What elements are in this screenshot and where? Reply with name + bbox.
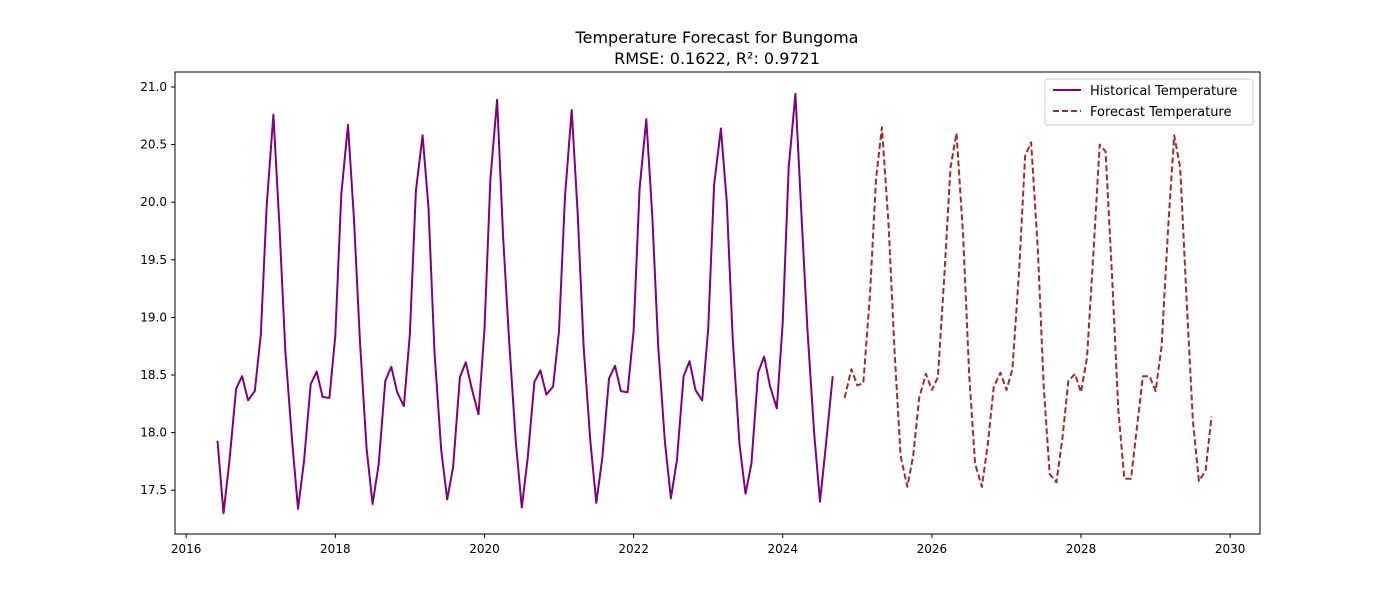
x-tick-label: 2024 [767,542,798,556]
x-tick-label: 2016 [171,542,202,556]
legend-label-historical: Historical Temperature [1090,84,1237,99]
x-tick-label: 2018 [320,542,351,556]
y-tick-label: 17.5 [140,483,167,497]
y-tick-label: 18.0 [140,426,167,440]
series-line-forecast [843,126,1213,488]
y-tick-label: 20.5 [140,138,167,152]
x-tick-label: 2028 [1066,542,1097,556]
y-tick-label: 18.5 [140,368,167,382]
y-tick-label: 19.0 [140,310,167,324]
legend: Historical Temperature Forecast Temperat… [1044,78,1254,126]
x-tick-label: 2030 [1215,542,1246,556]
plot-frame [174,71,1261,535]
x-tick-label: 2026 [917,542,948,556]
chart-subtitle: RMSE: 0.1622, R²: 0.9721 [614,49,820,68]
y-tick-label: 20.0 [140,195,167,209]
x-tick-label: 2020 [469,542,500,556]
chart-title: Temperature Forecast for Bungoma [575,28,859,47]
y-tick-label: 19.5 [140,253,167,267]
y-axis: 17.5 18.0 18.5 19.0 19.5 20.0 20.5 21.0 [140,80,175,497]
series-line-historical [216,92,834,515]
x-tick-label: 2022 [618,542,649,556]
legend-label-forecast: Forecast Temperature [1090,105,1232,120]
series-layer [216,92,1213,515]
legend-box [1044,78,1254,126]
y-tick-label: 21.0 [140,80,167,94]
x-axis: 2016 2018 2020 2022 2024 2026 2028 2030 [171,534,1246,556]
